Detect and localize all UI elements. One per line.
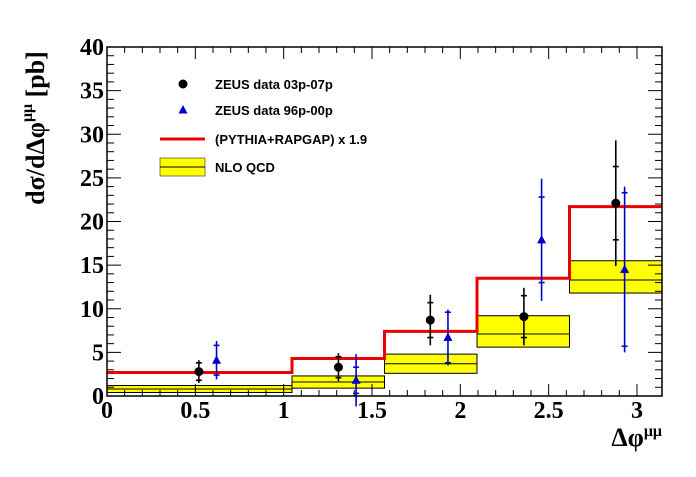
data-point-circle — [194, 367, 204, 377]
data-point-triangle — [351, 375, 361, 384]
data-points-layer — [194, 140, 630, 407]
x-tick-label: 1 — [278, 398, 290, 424]
y-axis-title: dσ/dΔφμμ [pb] — [19, 51, 50, 205]
x-tick-label: 0.5 — [180, 398, 210, 424]
legend-marker-circle — [178, 79, 188, 89]
data-point-triangle — [443, 332, 453, 342]
data-point-circle — [333, 362, 343, 372]
y-tick-label: 35 — [80, 79, 104, 105]
y-tick-label: 15 — [80, 253, 104, 279]
data-point-triangle — [212, 355, 222, 364]
legend-label: (PYTHIA+RAPGAP) x 1.9 — [215, 132, 367, 147]
y-tick-label: 30 — [80, 122, 104, 148]
x-axis-title: Δφμμ — [611, 423, 662, 452]
y-tick-label: 40 — [80, 35, 104, 61]
y-tick-label: 5 — [92, 340, 104, 366]
legend-label: NLO QCD — [215, 160, 275, 175]
data-point-triangle — [620, 264, 630, 273]
y-tick-label: 10 — [80, 297, 104, 323]
data-point-triangle — [537, 234, 547, 244]
y-tick-label: 25 — [80, 166, 104, 192]
x-tick-label: 1.5 — [357, 398, 387, 424]
data-point-circle — [611, 198, 621, 208]
x-tick-label: 2 — [454, 398, 466, 424]
nlo-band-bin — [569, 260, 663, 294]
axes-layer: 0 0.5 1 1.5 2 2.5 30510152025303540Δφμμdσ/dΔφμ… — [19, 35, 662, 452]
y-tick-label: 20 — [80, 210, 104, 236]
x-tick-label: 0 — [101, 398, 113, 424]
x-tick-label: 3 — [631, 398, 643, 424]
data-point-circle — [425, 315, 435, 325]
legend-marker-triangle — [178, 105, 188, 114]
y-tick-label: 0 — [92, 384, 104, 410]
data-point-circle — [519, 312, 529, 322]
legend-label: ZEUS data 03p-07p — [215, 77, 333, 92]
legend: ZEUS data 03p-07p ZEUS data 96p-00p (PYTHI… — [159, 77, 367, 177]
x-tick-label: 2.5 — [534, 398, 564, 424]
legend-label: ZEUS data 96p-00p — [215, 103, 333, 118]
